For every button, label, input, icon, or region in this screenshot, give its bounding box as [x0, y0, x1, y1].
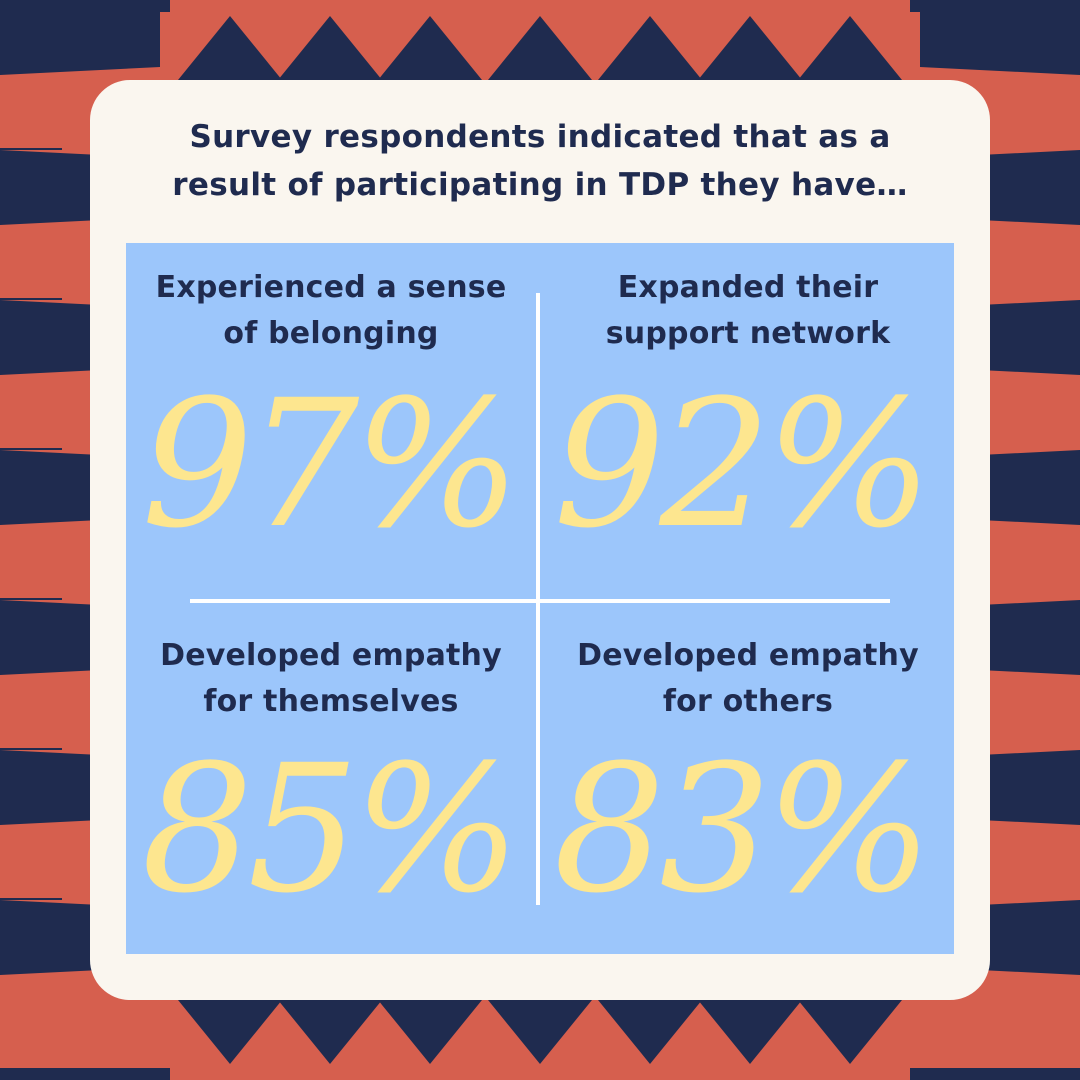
headline-line-1: Survey respondents indicated that as a — [189, 119, 891, 155]
headline: Survey respondents indicated that as a r… — [0, 113, 1080, 209]
headline-line-2: result of participating in TDP they have… — [172, 167, 908, 203]
stat-label-support-network: Expanded their support network — [548, 265, 948, 357]
zigzag-shape — [798, 16, 902, 80]
zigzag-shape — [278, 16, 382, 80]
stats-panel — [126, 243, 954, 954]
zigzag-shape — [0, 298, 62, 300]
zigzag-shape — [178, 16, 282, 80]
zigzag-shape — [488, 16, 592, 80]
zigzag-shape — [0, 148, 62, 150]
zigzag-shape — [598, 16, 702, 80]
stat-value-belonging: 97% — [141, 362, 520, 567]
zigzag-shape — [910, 1068, 1080, 1080]
zigzag-shape — [698, 16, 802, 80]
stat-label-line: Developed empathy — [577, 638, 919, 673]
zigzag-shape — [178, 1000, 282, 1064]
zigzag-shape — [378, 1000, 482, 1064]
zigzag-shape — [798, 1000, 902, 1064]
zigzag-shape — [598, 1000, 702, 1064]
zigzag-shape — [0, 0, 170, 12]
zigzag-shape — [698, 1000, 802, 1064]
stat-label-line: Developed empathy — [160, 638, 502, 673]
zigzag-shape — [278, 1000, 382, 1064]
stat-value-empathy-others: 83% — [553, 727, 932, 932]
stat-label-line: Expanded their — [617, 270, 879, 305]
stat-label-belonging: Experienced a sense of belonging — [131, 265, 531, 357]
zigzag-shape — [0, 748, 62, 750]
horizontal-divider — [190, 599, 890, 603]
stat-value-support-network: 92% — [553, 362, 932, 567]
zigzag-shape — [378, 16, 482, 80]
zigzag-shape — [0, 598, 62, 600]
stat-label-empathy-themselves: Developed empathy for themselves — [131, 633, 531, 725]
stat-label-line: for themselves — [203, 684, 459, 719]
stat-label-empathy-others: Developed empathy for others — [548, 633, 948, 725]
stat-label-line: of belonging — [223, 316, 439, 351]
zigzag-shape — [0, 0, 160, 75]
zigzag-shape — [0, 898, 62, 900]
stat-label-line: for others — [662, 684, 834, 719]
zigzag-shape — [0, 1068, 170, 1080]
stat-value-empathy-themselves: 85% — [141, 727, 520, 932]
zigzag-shape — [920, 0, 1080, 75]
zigzag-shape — [910, 0, 1080, 12]
zigzag-shape — [488, 1000, 592, 1064]
stat-label-line: Experienced a sense — [155, 270, 507, 305]
zigzag-shape — [0, 448, 62, 450]
stat-label-line: support network — [605, 316, 891, 351]
